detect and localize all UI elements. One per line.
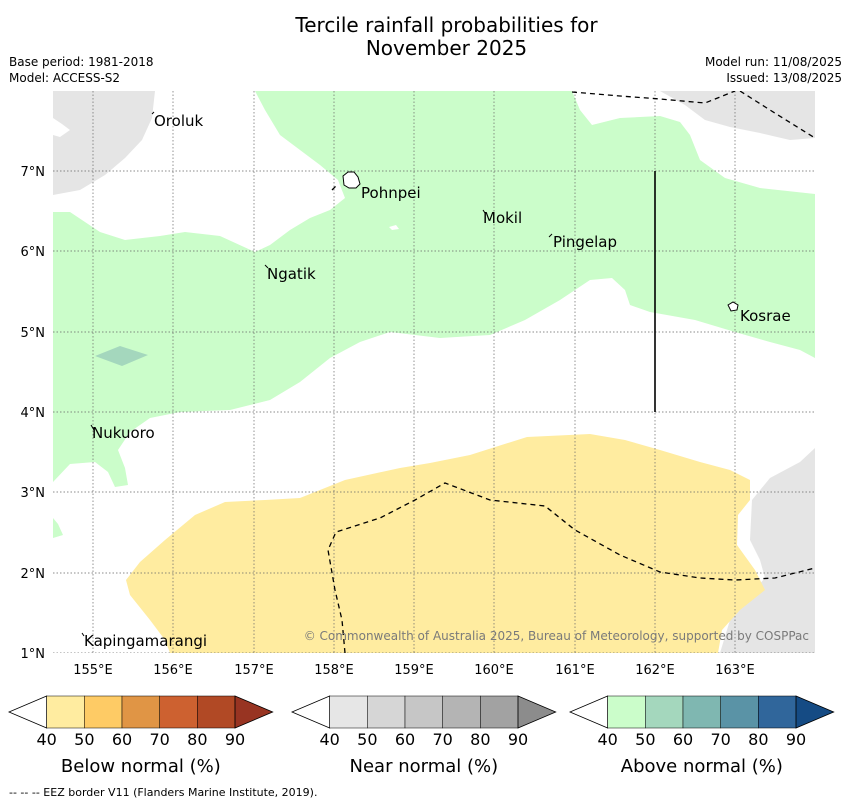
colorbar-tick-label: 80 [748,730,768,749]
colorbar-tick-label: 60 [112,730,132,749]
colorbar-title: Near normal (%) [350,756,499,777]
eez-borders [327,91,815,653]
colorbar-tick-label: 70 [150,730,170,749]
above-normal-50-patch [95,346,148,366]
above-normal-patch-sw [53,518,63,538]
above-normal-region [53,91,815,487]
lon-label: 159°E [394,663,434,678]
colorbar-segment [758,695,797,729]
colorbar-tick-label: 50 [357,730,377,749]
colorbar-tick-label: 80 [187,730,207,749]
map-plot-area [53,91,815,653]
colorbar-tick-label: 40 [597,730,617,749]
place-pingelap: Pingelap [553,233,617,251]
atoll-markers [81,111,553,637]
colorbar-max-arrow [517,695,557,729]
lat-label: 2°N [21,567,46,582]
colorbar-segment [645,695,684,729]
lon-label: 156°E [153,663,193,678]
place-mokil: Mokil [483,209,522,227]
lon-label: 158°E [314,663,354,678]
pohnpei-island [342,171,361,189]
lat-label: 4°N [21,406,46,421]
small-island-near-pohnpei [389,225,399,230]
colorbar-tick-label: 50 [635,730,655,749]
lat-label: 3°N [21,486,46,501]
colorbar-tick-label: 40 [36,730,56,749]
title-line-2: November 2025 [365,36,528,60]
title-line-1: Tercile rainfall probabilities for [295,13,598,37]
place-oroluk: Oroluk [154,112,203,130]
lon-label: 155°E [73,663,113,678]
place-kapingamarangi: Kapingamarangi [84,632,207,650]
colorbar-min-arrow [7,695,48,729]
colorbar-segment [720,695,759,729]
colorbar-segment [197,695,236,729]
colorbar-tick-label: 50 [74,730,94,749]
lat-axis-labels: 7°N 6°N 5°N 4°N 3°N 2°N 1°N [21,165,46,662]
lon-label: 157°E [234,663,274,678]
meta-right: Model run: 11/08/2025 Issued: 13/08/2025 [705,54,842,86]
issued-date: Issued: 13/08/2025 [726,71,842,85]
colorbar-segment [159,695,198,729]
copyright-notice: © Commonwealth of Australia 2025, Bureau… [304,629,809,643]
colorbar-tick-label: 60 [395,730,415,749]
colorbar-title: Above normal (%) [621,756,783,777]
colorbar-segment [84,695,123,729]
colorbar-segment [329,695,368,729]
colorbar-2: 40 50 60 70 80 90 Near normal (%) [290,695,557,777]
colorbar-tick-label: 90 [786,730,806,749]
model-name: Model: ACCESS-S2 [9,71,121,85]
place-pohnpei: Pohnpei [361,184,421,202]
place-labels: Oroluk Pohnpei Mokil Pingelap Ngatik Kos… [84,112,791,650]
colorbar-min-arrow [290,695,331,729]
colorbar-tick-label: 70 [433,730,453,749]
meta-left: Base period: 1981-2018 Model: ACCESS-S2 [9,54,154,86]
colorbar-title: Below normal (%) [61,756,221,777]
lat-label: 1°N [21,647,46,662]
colorbar-segment [46,695,85,729]
colorbar-segment [682,695,721,729]
colorbar-tick-label: 90 [225,730,245,749]
lon-label: 163°E [715,663,755,678]
eez-footnote: -- -- -- EEZ border V11 (Flanders Marine… [9,786,318,799]
lat-label: 7°N [21,165,46,180]
lon-label: 160°E [474,663,514,678]
colorbar-min-arrow [568,695,609,729]
colorbar-max-arrow [795,695,835,729]
lat-label: 5°N [21,326,46,341]
lon-label: 161°E [555,663,595,678]
place-ngatik: Ngatik [267,265,316,283]
map-title: Tercile rainfall probabilities for Novem… [0,14,850,60]
colorbar-tick-label: 80 [470,730,490,749]
model-run: Model run: 11/08/2025 [704,55,842,69]
gray-area-nw [53,91,155,195]
colorbar-segment [480,695,519,729]
lon-label: 162°E [635,663,675,678]
gray-area-ne [660,91,815,140]
colorbar-segment [442,695,481,729]
colorbar-tick-label: 40 [319,730,339,749]
base-period: Base period: 1981-2018 [9,55,154,69]
colorbar-segment [121,695,160,729]
colorbar-segment [367,695,406,729]
place-nukuoro: Nukuoro [92,424,155,442]
gray-notch-w [53,118,70,137]
colorbar-tick-label: 60 [673,730,693,749]
below-normal-region [126,434,765,653]
place-kosrae: Kosrae [740,307,791,325]
kosrae-island [727,301,739,312]
colorbar-segment [404,695,443,729]
lon-axis-labels: 155°E 156°E 157°E 158°E 159°E 160°E 161°… [73,663,755,678]
colorbar-max-arrow [234,695,274,729]
lat-label: 6°N [21,245,46,260]
colorbar-segment [607,695,646,729]
colorbar-tick-label: 90 [508,730,528,749]
colorbar-tick-label: 70 [711,730,731,749]
